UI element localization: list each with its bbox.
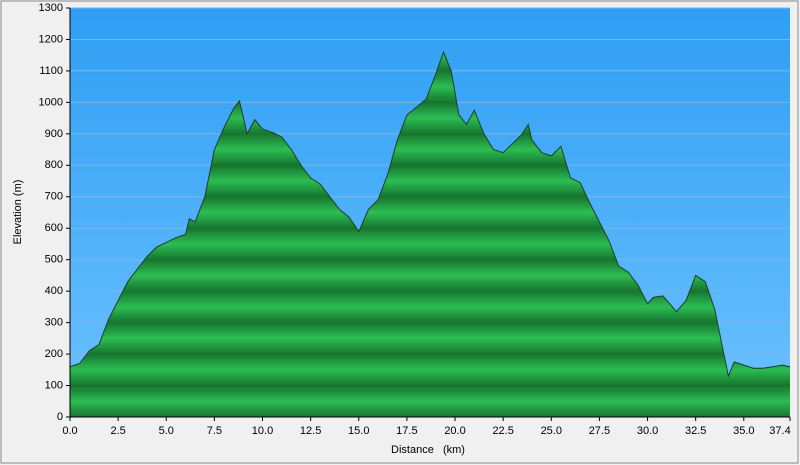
x-tick-label: 10.0 bbox=[252, 425, 273, 437]
y-tick-label: 700 bbox=[45, 191, 63, 203]
y-tick-label: 800 bbox=[45, 159, 63, 171]
y-tick-label: 500 bbox=[45, 254, 63, 266]
x-axis-label: Distance (km) bbox=[391, 444, 465, 456]
y-tick-label: 1100 bbox=[39, 65, 63, 77]
y-tick-label: 200 bbox=[45, 348, 63, 360]
x-tick-label: 32.5 bbox=[685, 425, 706, 437]
y-tick-label: 0 bbox=[57, 411, 63, 423]
x-tick-label: 15.0 bbox=[348, 425, 369, 437]
x-tick-label: 27.5 bbox=[589, 425, 610, 437]
y-tick-label: 100 bbox=[45, 379, 63, 391]
x-tick-label: 20.0 bbox=[444, 425, 465, 437]
x-tick-label: 22.5 bbox=[492, 425, 513, 437]
y-tick-label: 300 bbox=[45, 317, 63, 329]
elevation-area bbox=[70, 52, 790, 417]
y-tick-label: 400 bbox=[45, 285, 63, 297]
x-tick-label: 0.0 bbox=[62, 425, 77, 437]
elevation-line bbox=[69, 50, 791, 378]
x-tick-label: 35.0 bbox=[733, 425, 754, 437]
x-tick-label: 7.5 bbox=[207, 425, 222, 437]
x-tick-label: 12.5 bbox=[300, 425, 321, 437]
x-tick-label: 2.5 bbox=[110, 425, 125, 437]
y-tick-label: 1200 bbox=[39, 33, 63, 45]
x-tick-label: 17.5 bbox=[396, 425, 417, 437]
y-tick-label: 600 bbox=[45, 222, 63, 234]
y-tick-label: 1300 bbox=[39, 2, 63, 14]
x-tick-label: 5.0 bbox=[159, 425, 174, 437]
x-tick-label: 25.0 bbox=[541, 425, 562, 437]
y-axis-label: Elevation (m) bbox=[12, 180, 24, 245]
y-tick-label: 900 bbox=[45, 128, 63, 140]
x-tick-label: 30.0 bbox=[637, 425, 658, 437]
y-tick-label: 1000 bbox=[39, 96, 63, 108]
x-tick-label: 37.4 bbox=[769, 425, 790, 437]
